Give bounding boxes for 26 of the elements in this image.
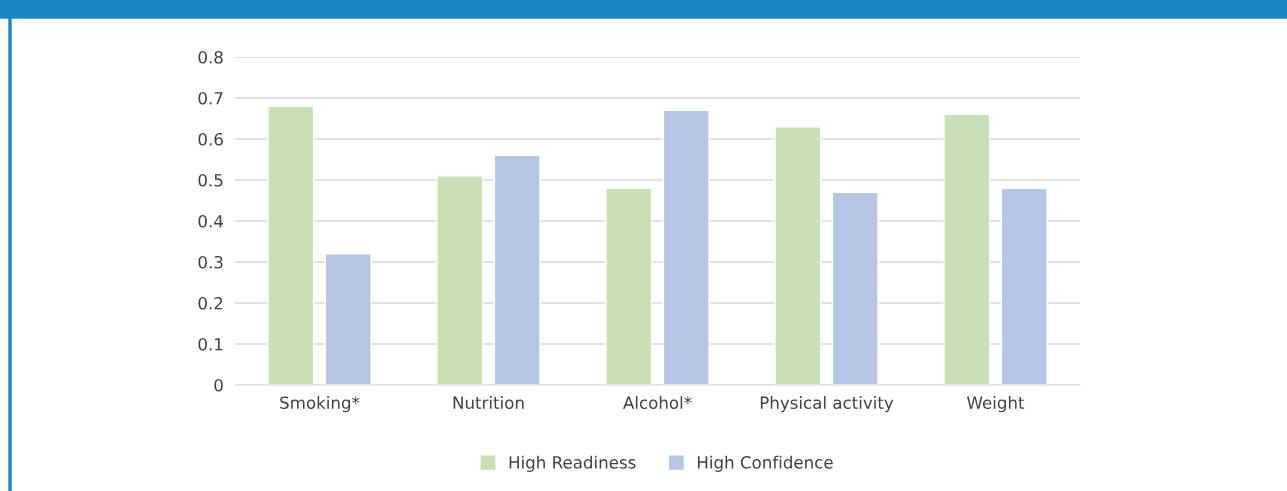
bar [324,253,372,385]
bar [831,191,879,385]
x-tick-label: Physical activity [760,396,894,413]
y-tick-label: 0.4 [198,214,223,228]
bar [943,113,991,385]
x-tick-label: Weight [967,396,1025,413]
x-tick-label: Smoking* [280,396,360,413]
y-tick-label: 0.1 [198,337,223,351]
x-tick-label: Alcohol* [623,396,692,410]
bar [1000,187,1048,385]
y-tick-label: 0.5 [198,173,223,187]
bar [662,109,710,385]
y-tick-label: 0.2 [198,296,223,310]
bar [774,126,822,385]
bar [605,187,653,385]
bar [267,105,315,385]
y-tick-label: 0.7 [198,91,223,105]
y-tick-label: 0 [214,378,223,392]
x-tick-label: Nutrition [453,396,524,410]
y-tick-label: 0.3 [198,255,223,269]
bar [493,154,541,385]
legend-label: High Readiness [509,455,636,472]
y-tick-label: 0.8 [198,50,223,64]
y-tick-label: 0.6 [198,132,223,146]
bar [436,175,484,385]
legend-label: High Confidence [697,455,833,472]
